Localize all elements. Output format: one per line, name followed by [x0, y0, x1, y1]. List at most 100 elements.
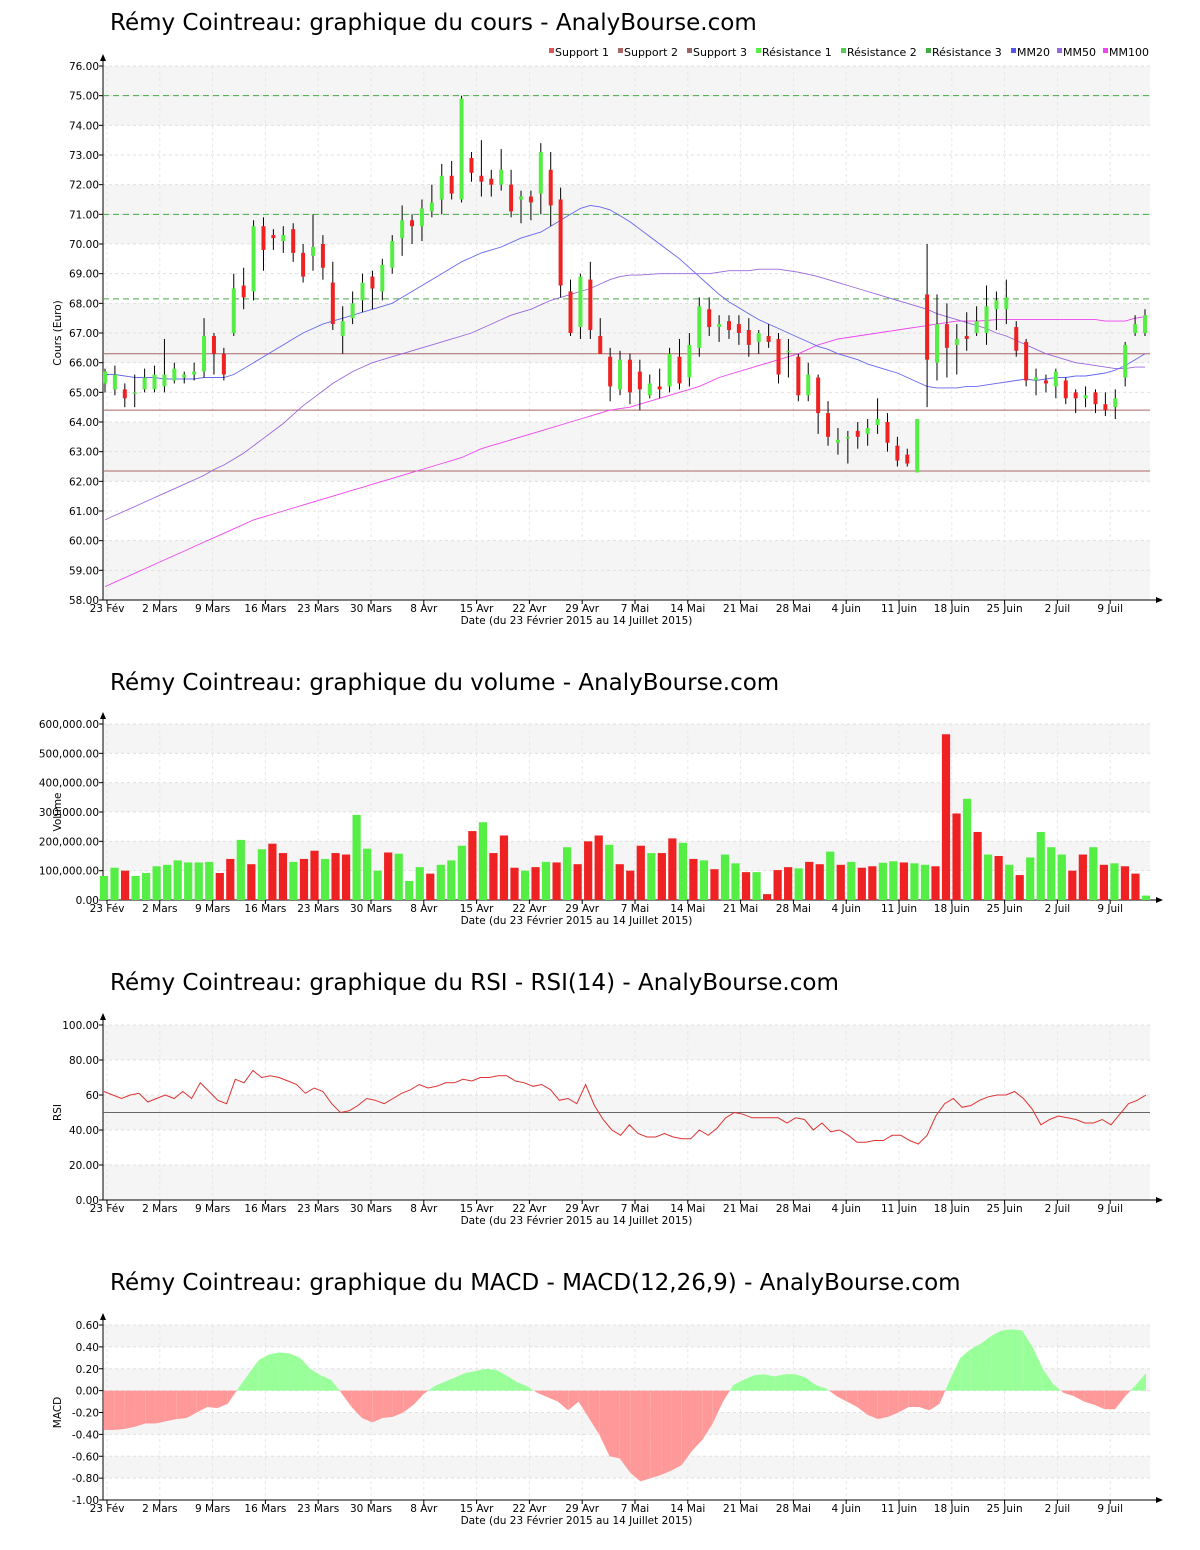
- macd-area: [392, 1390, 404, 1417]
- volume-bar: [952, 813, 961, 900]
- rsi-y-axis-label: RSI: [52, 1104, 64, 1121]
- volume-y-tick-label: 400,000.00: [39, 778, 99, 790]
- macd-area: [1042, 1368, 1054, 1391]
- macd-area: [1135, 1373, 1146, 1391]
- rsi-x-tick-label: 23 Fév: [90, 1203, 125, 1215]
- candle-body: [944, 324, 949, 348]
- macd-area: [1022, 1330, 1033, 1391]
- price-x-tick-label: 9 Mars: [195, 603, 230, 615]
- y-axis-arrow: [100, 54, 106, 61]
- macd-area: [186, 1390, 197, 1418]
- volume-bar: [794, 868, 803, 900]
- volume-bar: [984, 854, 993, 900]
- volume-bar: [478, 822, 488, 900]
- candle-body: [172, 368, 177, 381]
- volume-bar: [805, 861, 814, 900]
- rsi-y-tick-label: 20.00: [69, 1160, 99, 1172]
- x-axis-arrow: [1156, 1497, 1163, 1503]
- volume-x-tick-label: 11 Juin: [881, 903, 917, 915]
- macd-area: [939, 1390, 946, 1404]
- macd-area: [774, 1374, 785, 1391]
- macd-area: [692, 1390, 703, 1451]
- volume-bar: [1005, 864, 1014, 900]
- rsi-y-tick-label: 40.00: [69, 1125, 99, 1137]
- macd-area: [795, 1374, 806, 1391]
- candle-body: [103, 371, 107, 384]
- volume-x-tick-label: 23 Fév: [90, 903, 125, 915]
- volume-x-tick-label: 8 Avr: [410, 903, 438, 915]
- macd-x-tick-label: 11 Juin: [881, 1503, 917, 1515]
- candle-body: [241, 285, 246, 298]
- volume-bar: [773, 870, 782, 900]
- volume-bar: [563, 847, 572, 900]
- volume-bar: [836, 864, 845, 900]
- candle-body: [251, 226, 256, 292]
- plot-stripe: [103, 1325, 1150, 1347]
- candle-body: [1123, 344, 1128, 378]
- macd-area: [1084, 1390, 1095, 1405]
- macd-area: [124, 1390, 135, 1429]
- volume-chart-title: Rémy Cointreau: graphique du volume - An…: [110, 670, 780, 696]
- macd-area: [382, 1390, 393, 1418]
- macd-area: [630, 1390, 641, 1482]
- candle-body: [439, 175, 444, 200]
- macd-area: [1011, 1329, 1023, 1391]
- candle-body: [697, 306, 702, 348]
- candle-body: [400, 220, 405, 239]
- macd-x-tick-label: 9 Juil: [1097, 1503, 1123, 1515]
- candle-body: [509, 184, 514, 212]
- candle-body: [776, 338, 781, 375]
- candle-body: [390, 241, 395, 268]
- macd-x-tick-label: 8 Avr: [410, 1503, 438, 1515]
- volume-bar: [468, 831, 477, 900]
- macd-area: [176, 1390, 187, 1420]
- candle-body: [301, 252, 306, 277]
- y-axis-arrow: [100, 1313, 106, 1320]
- volume-bar: [1068, 870, 1077, 900]
- candle-body: [608, 356, 613, 387]
- candle-body: [578, 276, 583, 328]
- price-x-tick-label: 29 Avr: [565, 603, 599, 615]
- candle-body: [925, 294, 930, 360]
- candle-body: [528, 196, 533, 203]
- legend-label: Résistance 1: [762, 46, 832, 59]
- volume-y-tick-label: 200,000.00: [39, 836, 99, 848]
- macd-area: [784, 1374, 796, 1391]
- volume-bar: [847, 861, 856, 900]
- volume-x-tick-label: 21 Mai: [723, 903, 758, 915]
- macd-y-tick-label: 0.20: [76, 1364, 99, 1376]
- volume-bar: [1110, 863, 1119, 900]
- macd-x-tick-label: 9 Mars: [195, 1503, 230, 1515]
- candle-body: [132, 392, 137, 394]
- volume-bar: [941, 734, 951, 900]
- legend-swatch: [926, 48, 931, 53]
- candle-body: [1103, 404, 1108, 411]
- macd-area: [320, 1375, 331, 1391]
- rsi-chart-title: Rémy Cointreau: graphique du RSI - RSI(1…: [110, 970, 839, 996]
- volume-bar: [931, 866, 940, 900]
- candle-body: [281, 235, 286, 242]
- macd-area: [960, 1349, 971, 1391]
- price-x-tick-label: 21 Mai: [723, 603, 758, 615]
- candle-body: [548, 169, 553, 206]
- rsi-y-tick-label: 60: [86, 1090, 99, 1102]
- macd-area: [475, 1368, 486, 1391]
- volume-y-axis-label: Volume: [52, 792, 64, 831]
- volume-bar: [657, 853, 666, 900]
- candle-body: [816, 377, 821, 414]
- candle-body: [112, 374, 117, 390]
- volume-bar: [289, 861, 298, 900]
- volume-bar: [247, 864, 256, 900]
- macd-area: [712, 1390, 724, 1424]
- candle-body: [340, 321, 345, 336]
- volume-bar: [99, 875, 109, 900]
- candle-body: [122, 389, 127, 399]
- macd-x-tick-label: 25 Juin: [987, 1503, 1023, 1515]
- volume-bar: [784, 867, 793, 900]
- candle-body: [677, 356, 682, 384]
- volume-bar: [405, 880, 414, 900]
- price-y-tick-label: 69.00: [69, 269, 99, 281]
- candle-body: [954, 338, 959, 345]
- volume-bar: [173, 860, 182, 900]
- candle-body: [469, 157, 474, 173]
